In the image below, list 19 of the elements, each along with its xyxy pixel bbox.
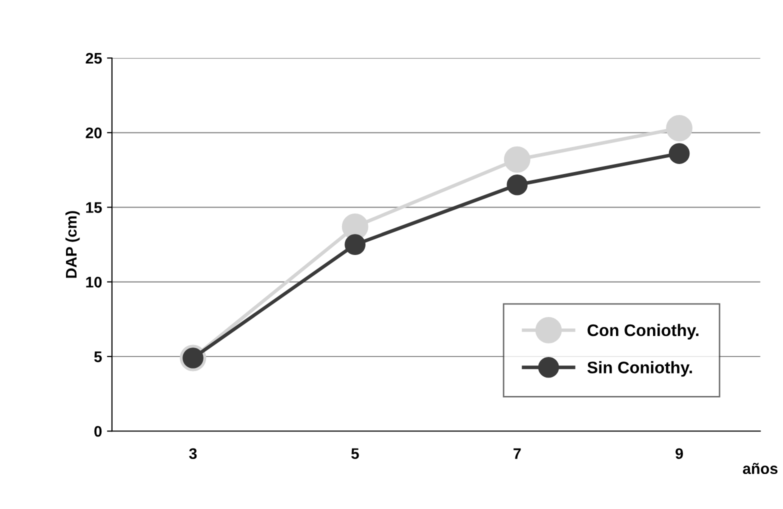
legend-label: Sin Coniothy. bbox=[587, 361, 692, 377]
legend-label: Con Coniothy. bbox=[588, 324, 698, 340]
point bbox=[506, 174, 528, 196]
y-tick-label: 10 bbox=[86, 276, 102, 288]
point bbox=[504, 146, 530, 173]
y-tick-label: 0 bbox=[94, 426, 102, 437]
x-tick-label: 9 bbox=[676, 448, 683, 460]
x-axis-title: años bbox=[742, 462, 778, 474]
x-tick-label: 5 bbox=[351, 448, 359, 460]
y-tick-label: 15 bbox=[86, 202, 102, 213]
y-tick-label: 5 bbox=[94, 352, 102, 362]
point bbox=[344, 234, 366, 255]
y-tick-label: 25 bbox=[86, 52, 102, 64]
point bbox=[666, 114, 692, 142]
y-axis-title: DAP (cm) bbox=[65, 211, 80, 278]
x-tick-label: 7 bbox=[514, 448, 521, 459]
y-tick-label: 20 bbox=[86, 128, 102, 138]
x-tick-label: 3 bbox=[189, 448, 197, 460]
point bbox=[668, 143, 690, 164]
